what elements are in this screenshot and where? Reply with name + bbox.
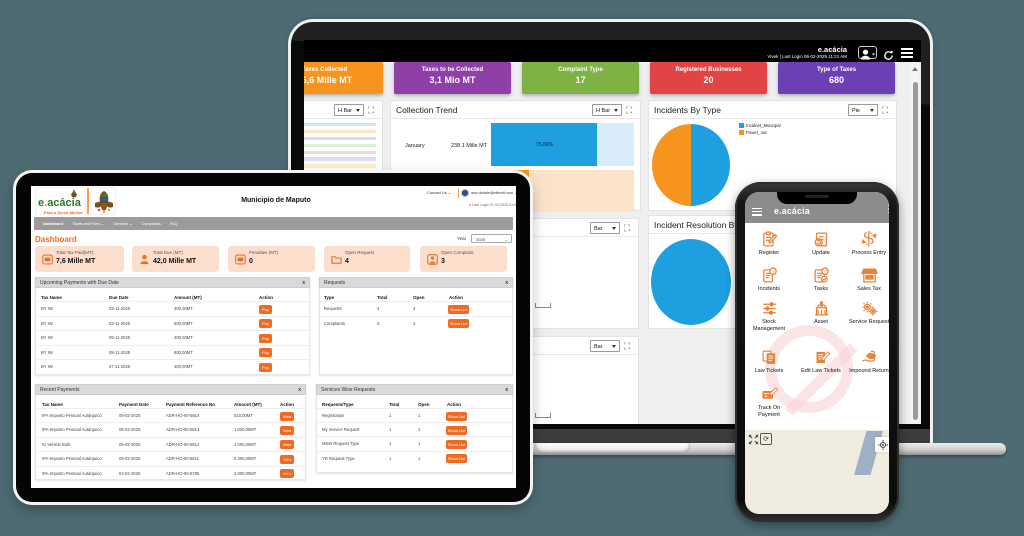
svg-text:?: ? [771,269,774,275]
svg-text:?: ? [823,269,826,275]
